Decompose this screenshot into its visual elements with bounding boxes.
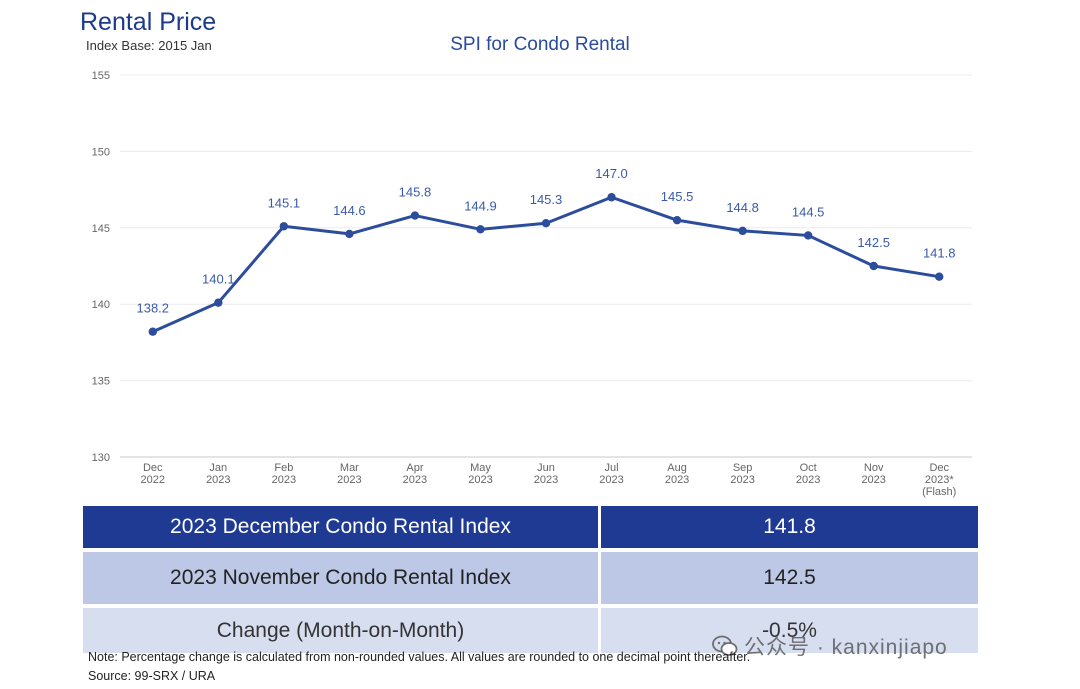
data-point xyxy=(935,272,944,281)
x-tick-label: 2023 xyxy=(206,474,230,486)
x-tick-label: 2022 xyxy=(141,474,165,486)
index-base-subtitle: Index Base: 2015 Jan xyxy=(86,38,212,53)
x-tick-label: 2023 xyxy=(599,474,623,486)
x-tick-label: Jan xyxy=(209,462,227,474)
x-tick-label: 2023 xyxy=(665,474,689,486)
data-label: 141.8 xyxy=(923,246,956,261)
summary-value-december: 141.8 xyxy=(598,506,978,548)
y-tick-label: 140 xyxy=(92,299,110,311)
data-label: 145.8 xyxy=(399,185,432,200)
data-label: 142.5 xyxy=(857,235,890,250)
page-title: Rental Price xyxy=(80,8,217,36)
data-label: 140.1 xyxy=(202,272,235,287)
wechat-icon xyxy=(712,635,738,657)
data-label: 145.1 xyxy=(268,195,301,210)
x-tick-label: 2023 xyxy=(468,474,492,486)
x-tick-label: Dec xyxy=(143,462,163,474)
x-tick-label: 2023 xyxy=(861,474,885,486)
x-tick-label: Jun xyxy=(537,462,555,474)
y-tick-label: 150 xyxy=(92,146,110,158)
x-tick-label: Apr xyxy=(406,462,423,474)
data-label: 144.9 xyxy=(464,198,497,213)
data-label: 145.5 xyxy=(661,189,694,204)
data-point xyxy=(345,229,354,239)
x-tick-label: May xyxy=(470,462,491,474)
data-point xyxy=(279,222,289,231)
chart-title: SPI for Condo Rental xyxy=(450,34,630,55)
y-tick-label: 130 xyxy=(92,452,110,464)
summary-value-november: 142.5 xyxy=(598,552,978,604)
data-point xyxy=(148,327,157,336)
x-tick-label: Feb xyxy=(274,462,293,474)
data-point xyxy=(541,219,551,228)
summary-table: 2023 December Condo Rental Index 141.8 2… xyxy=(83,506,978,653)
x-tick-label: 2023* xyxy=(925,474,954,486)
x-tick-label: Nov xyxy=(864,462,884,474)
data-point xyxy=(410,211,420,220)
x-tick-label: 2023 xyxy=(796,474,820,486)
summary-row-november: 2023 November Condo Rental Index 142.5 xyxy=(83,552,978,604)
data-label: 147.0 xyxy=(595,166,628,181)
summary-value-change: -0.5% xyxy=(598,608,978,653)
summary-label-december: 2023 December Condo Rental Index xyxy=(83,506,598,548)
x-tick-label: 2023 xyxy=(730,474,754,486)
x-tick-label: 2023 xyxy=(272,474,296,486)
x-tick-label: Jul xyxy=(605,462,619,474)
data-point xyxy=(214,298,223,307)
y-tick-label: 155 xyxy=(92,70,110,82)
x-tick-label: Mar xyxy=(340,462,359,474)
x-tick-label: Oct xyxy=(800,462,817,474)
watermark-text: 公众号 · kanxinjiapo xyxy=(744,636,948,659)
y-tick-label: 145 xyxy=(92,223,110,235)
x-tick-label: 2023 xyxy=(403,474,427,486)
watermark: 公众号 · kanxinjiapo xyxy=(712,630,948,662)
x-tick-label: Sep xyxy=(733,462,753,474)
summary-row-change: Change (Month-on-Month) -0.5% xyxy=(83,608,978,653)
data-label: 144.5 xyxy=(792,204,825,219)
source-note: Source: 99-SRX / URA xyxy=(88,669,216,683)
y-tick-label: 135 xyxy=(92,376,110,388)
x-tick-label: Aug xyxy=(667,462,687,474)
x-tick-label: 2023 xyxy=(337,474,361,486)
x-tick-label: 2023 xyxy=(534,474,558,486)
data-point xyxy=(672,215,682,225)
data-label: 144.6 xyxy=(333,203,366,218)
summary-label-change: Change (Month-on-Month) xyxy=(83,608,598,653)
x-tick-label: (Flash) xyxy=(922,486,956,498)
summary-row-december: 2023 December Condo Rental Index 141.8 xyxy=(83,506,978,548)
data-point xyxy=(476,225,485,234)
data-label: 138.2 xyxy=(136,301,169,316)
summary-label-november: 2023 November Condo Rental Index xyxy=(83,552,598,604)
footnote: Note: Percentage change is calculated fr… xyxy=(88,650,751,664)
data-point xyxy=(803,231,813,240)
data-label: 145.3 xyxy=(530,192,563,207)
data-point xyxy=(738,226,747,236)
line-chart: 130135140145150155Dec2022Jan2023Feb2023M… xyxy=(92,70,972,498)
data-point xyxy=(869,261,878,271)
x-tick-label: Dec xyxy=(929,462,949,474)
data-point xyxy=(607,193,616,202)
data-label: 144.8 xyxy=(726,200,759,215)
